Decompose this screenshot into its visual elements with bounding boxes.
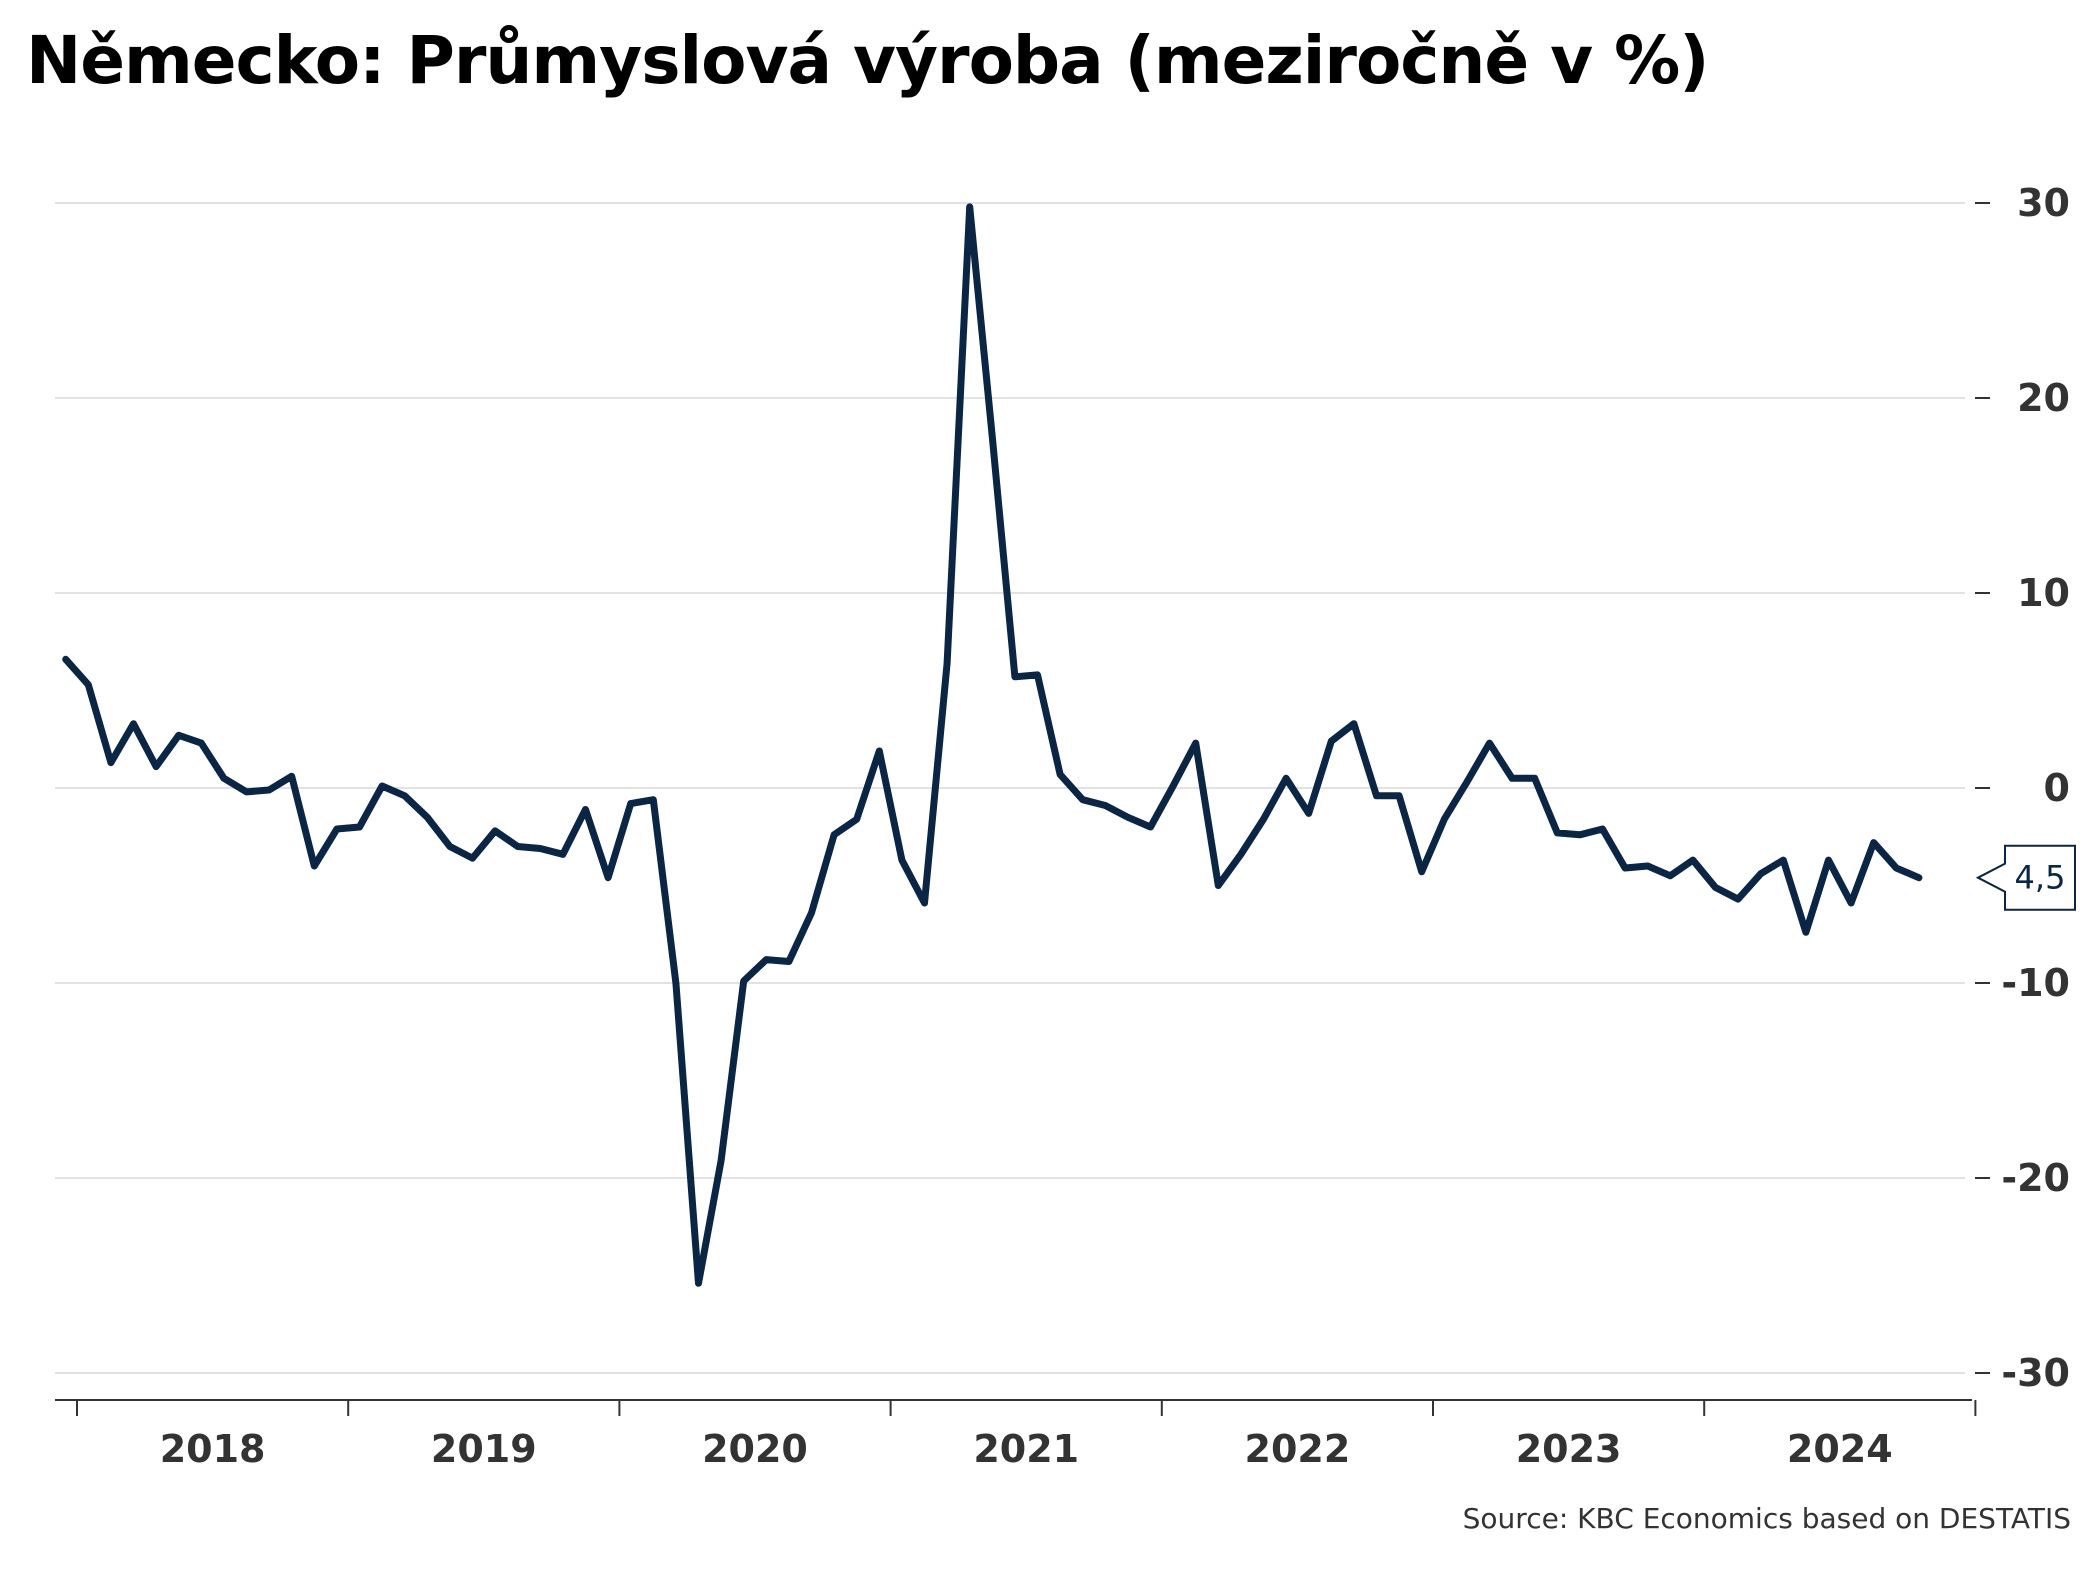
y-tick-label: 0 [2044,766,2070,810]
y-tick-label: 10 [2017,571,2070,615]
y-axis: 30 20 10 0 -10 -20 -30 [1975,181,2070,1395]
x-tick-label: 2022 [1245,1427,1351,1471]
last-value-label: 4,5 [2015,859,2066,897]
y-tick-label: 30 [2017,181,2070,225]
y-tick-label: -20 [2001,1156,2070,1200]
x-tick-label: 2021 [973,1427,1079,1471]
y-tick-label: 20 [2017,376,2070,420]
callout-box [1975,844,2076,911]
series-line [62,203,1923,1287]
x-tick-label: 2018 [160,1427,266,1471]
x-tick-label: 2023 [1516,1427,1622,1471]
y-tick-label: -30 [2001,1351,2070,1395]
chart-title: Německo: Průmyslová výroba (meziročně v … [26,22,1709,99]
x-tick-label: 2020 [702,1427,808,1471]
x-tick-label: 2019 [431,1427,537,1471]
y-tick-label: -10 [2001,961,2070,1005]
source-note: Source: KBC Economics based on DESTATIS [1462,1502,2071,1535]
gridlines [55,202,1965,1374]
x-tick-label: 2024 [1787,1427,1893,1471]
x-axis: 2018 2019 2020 2021 2022 2023 2024 [55,1399,1977,1471]
last-value-callout: 4,5 [1975,844,2076,911]
